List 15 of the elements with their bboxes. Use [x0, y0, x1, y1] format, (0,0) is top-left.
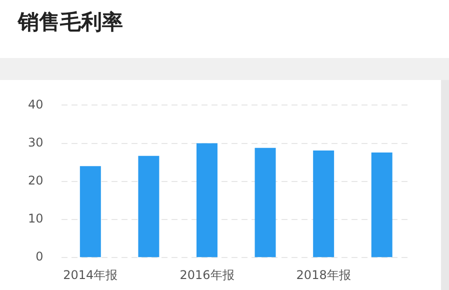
y-tick-label: 30 — [28, 135, 44, 150]
x-tick-label: 2016年报 — [180, 268, 234, 282]
bar — [254, 148, 276, 258]
bar — [138, 156, 160, 258]
y-tick-label: 0 — [36, 250, 44, 264]
y-tick-label: 20 — [28, 174, 44, 188]
bar — [313, 150, 334, 258]
bar — [371, 152, 392, 258]
x-tick-label: 2018年报 — [296, 268, 351, 282]
y-tick-label: 40 — [28, 97, 44, 112]
x-tick-label: 2014年报 — [63, 268, 118, 282]
chart-title: 销售毛利率 — [18, 9, 123, 36]
bar — [196, 143, 218, 258]
bar — [80, 166, 101, 258]
y-tick-label: 10 — [28, 212, 44, 226]
